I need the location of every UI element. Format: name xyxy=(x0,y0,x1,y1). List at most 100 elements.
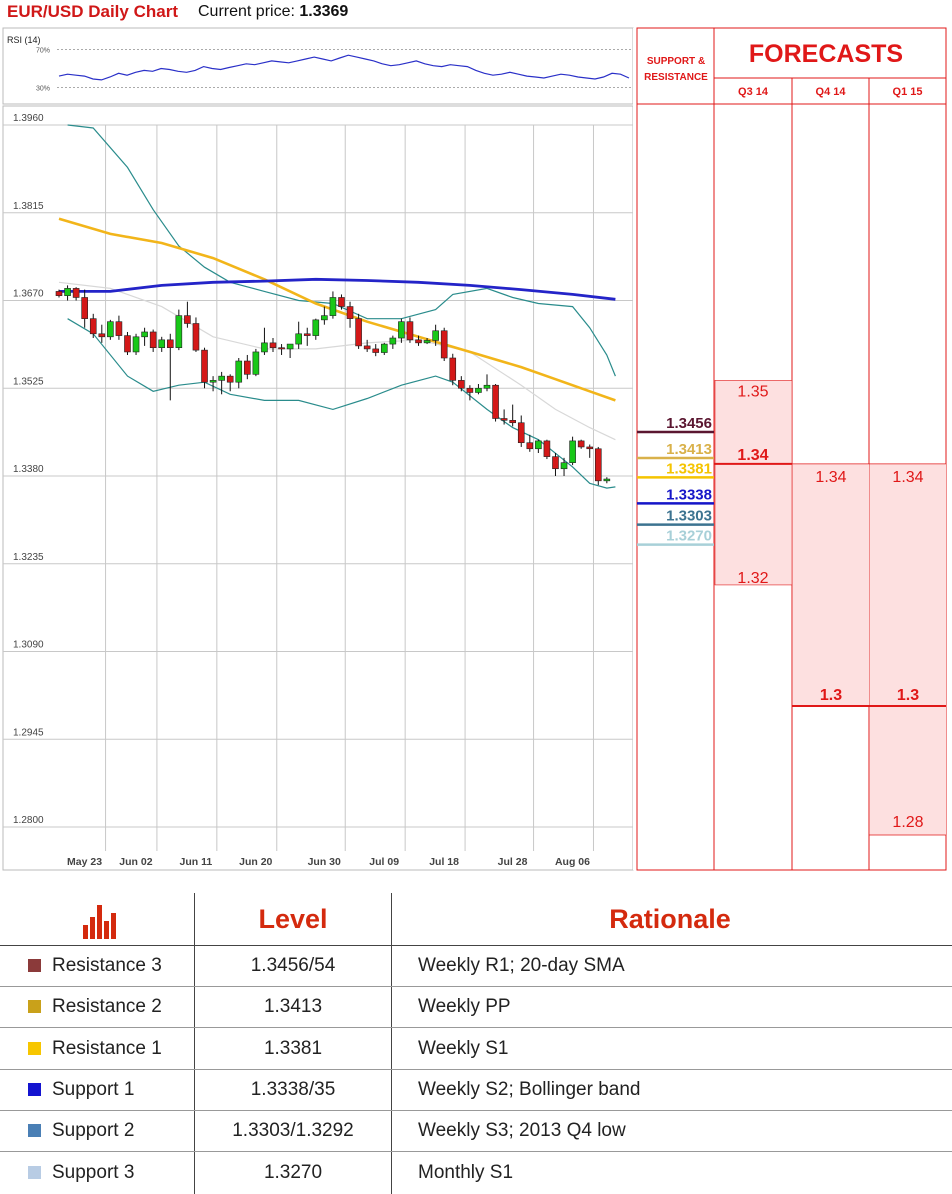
sr-label-line2: RESISTANCE xyxy=(644,72,708,83)
candle xyxy=(594,448,602,482)
level-value: 1.3270 xyxy=(263,1161,323,1183)
table-row: Support 3 1.3270 Monthly S1 xyxy=(0,1152,952,1193)
price-frame xyxy=(2,105,634,871)
rsi-panel: RSI (14) 70% 30% xyxy=(2,27,634,105)
sr-level-label: 1.3381 xyxy=(666,460,712,477)
forecast-mid-q1: 1.3 xyxy=(897,687,919,704)
sr-label-line1: SUPPORT & xyxy=(647,56,705,67)
rsi-lower-label: 30% xyxy=(36,86,50,93)
candle xyxy=(226,375,234,383)
chart-svg: RSI (14) 70% 30% 1.39601.38151.36701.35251… xyxy=(2,27,947,871)
level-value: 1.3456/54 xyxy=(250,955,336,976)
candle xyxy=(252,351,260,375)
rsi-upper-label: 70% xyxy=(36,48,50,55)
panel-gap xyxy=(633,28,637,870)
level-name: Resistance 1 xyxy=(52,1037,162,1059)
candle xyxy=(218,375,225,381)
bar-chart-icon xyxy=(83,905,116,939)
candle xyxy=(64,288,71,296)
candle xyxy=(466,387,474,393)
level-name: Support 2 xyxy=(52,1120,135,1142)
candle xyxy=(586,446,594,450)
level-rationale: Weekly PP xyxy=(418,996,511,1018)
candle xyxy=(346,306,354,319)
y-tick-label: 1.2800 xyxy=(13,815,44,826)
candle xyxy=(192,323,200,351)
candle xyxy=(603,478,611,482)
forecast-column-label: Q1 15 xyxy=(893,86,923,98)
candle xyxy=(423,340,431,344)
x-tick-label: Jul 28 xyxy=(498,856,528,868)
y-tick-label: 1.3815 xyxy=(13,201,44,212)
candle xyxy=(278,347,285,350)
sr-level-label: 1.3303 xyxy=(666,508,712,525)
x-tick-label: May 23 xyxy=(67,856,102,868)
y-tick-label: 1.3235 xyxy=(13,552,44,563)
chart-header: EUR/USD Daily Chart Current price: 1.336… xyxy=(0,0,640,26)
level-name: Resistance 3 xyxy=(52,955,162,976)
candle xyxy=(303,333,311,336)
table-divider xyxy=(0,986,952,987)
level-rationale: Monthly S1 xyxy=(418,1161,514,1183)
x-tick-label: Jul 18 xyxy=(429,856,459,868)
levels-table: Level Rationale Resistance 3 1.3456/54 Wee… xyxy=(0,893,952,1194)
forecast-title: FORECASTS xyxy=(749,40,903,68)
current-price-value: 1.3369 xyxy=(299,3,349,20)
candle xyxy=(235,360,243,383)
candle xyxy=(517,422,525,444)
level-swatch xyxy=(28,1165,41,1179)
forecast-column-label: Q3 14 xyxy=(738,86,769,98)
candle xyxy=(209,380,217,383)
candle xyxy=(141,331,148,338)
forecast-mid-q3: 1.34 xyxy=(737,447,768,464)
candle xyxy=(81,297,88,319)
candle xyxy=(389,337,397,345)
current-price-label: Current price: xyxy=(198,3,295,20)
candle xyxy=(500,418,508,421)
level-name: Support 1 xyxy=(52,1078,135,1100)
level-value: 1.3381 xyxy=(263,1037,323,1059)
candle xyxy=(543,440,551,457)
rsi-label: RSI (14) xyxy=(7,35,41,45)
candle xyxy=(577,440,585,448)
forecast-column-label: Q4 14 xyxy=(816,86,847,98)
candle xyxy=(535,440,542,450)
level-rationale: Weekly S3; 2013 Q4 low xyxy=(418,1120,626,1142)
sr-level-label: 1.3413 xyxy=(666,441,712,458)
candle xyxy=(201,349,208,383)
candle xyxy=(261,342,268,353)
x-tick-label: Jun 20 xyxy=(239,856,272,868)
level-name: Resistance 2 xyxy=(52,996,162,1018)
candle xyxy=(415,339,422,344)
level-value: 1.3413 xyxy=(263,996,323,1018)
candle xyxy=(132,336,140,353)
forecast-panel: FORECASTS SUPPORT & RESISTANCE Q3 14 Q4 14 Q1… xyxy=(636,27,947,871)
level-rationale: Weekly S2; Bollinger band xyxy=(418,1078,641,1100)
forecast-range-q4 xyxy=(793,463,869,706)
current-price: Current price: 1.3369 xyxy=(198,3,348,21)
table-row: Support 2 1.3303/1.3292 Weekly S3; 2013 Q4… xyxy=(0,1110,952,1151)
candle xyxy=(440,330,448,359)
table-divider xyxy=(0,1027,952,1029)
level-swatch xyxy=(28,1082,41,1096)
candle xyxy=(363,345,371,350)
candle xyxy=(286,343,294,350)
candle xyxy=(372,348,380,353)
level-swatch xyxy=(28,1041,41,1055)
forecast-range-q3 xyxy=(714,380,793,586)
level-rationale: Weekly R1; 20-day SMA xyxy=(418,955,625,976)
sr-level-label: 1.3338 xyxy=(666,486,712,503)
forecast-range-q1 xyxy=(870,463,946,835)
sma-blue-line xyxy=(59,277,616,301)
candle xyxy=(475,387,482,393)
candle xyxy=(269,342,277,349)
rationale-header: Rationale xyxy=(609,904,731,934)
chart-title: EUR/USD Daily Chart xyxy=(7,2,178,21)
forecast-mid-q4: 1.3 xyxy=(820,687,842,704)
sr-level-label: 1.3270 xyxy=(666,528,712,545)
price-panel: 1.3960 1.3815 1.3670 1.3525 1.3380 1.3235 1.30… xyxy=(2,28,637,871)
level-swatch xyxy=(28,959,41,972)
table-divider xyxy=(0,945,952,946)
candle xyxy=(115,321,123,336)
rsi-line xyxy=(58,54,630,81)
